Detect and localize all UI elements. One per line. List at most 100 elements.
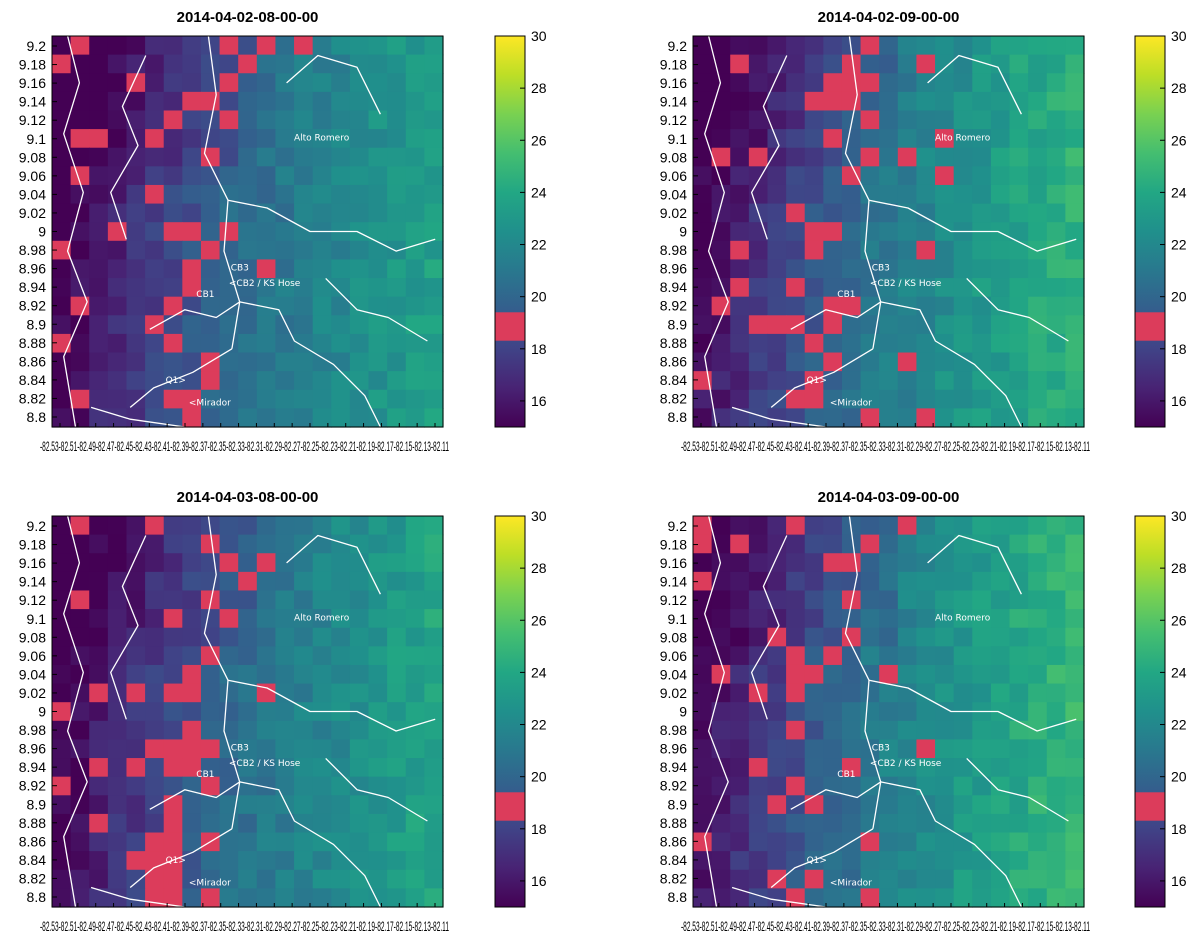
heatmap-cell: [424, 333, 444, 354]
heatmap-cell: [331, 408, 351, 428]
heatmap-cell: [730, 184, 750, 205]
heatmap-cell: [89, 646, 109, 666]
heatmap-cell: [953, 758, 973, 778]
heatmap-cell: [972, 333, 992, 354]
heatmap-cell: [52, 222, 72, 242]
heatmap-cell: [748, 888, 769, 908]
heatmap-cell: [823, 333, 843, 354]
heatmap-cell: [711, 609, 731, 629]
heatmap-cell: [52, 166, 72, 186]
heatmap-cell: [916, 571, 936, 592]
heatmap-cell: [786, 278, 806, 298]
heatmap-cell: [368, 776, 388, 796]
heatmap-cell: [935, 758, 955, 778]
river-line: [149, 301, 241, 330]
heatmap-cell: [1046, 371, 1066, 391]
heatmap-cell: [804, 646, 824, 666]
colorbar-tick-label: 22: [1171, 717, 1187, 733]
heatmap-cell: [1046, 54, 1066, 74]
heatmap-cell: [52, 516, 72, 536]
heatmap-cell: [990, 516, 1011, 536]
heatmap-cell: [953, 110, 973, 130]
heatmap-cell: [405, 129, 425, 149]
heatmap-cell: [935, 720, 955, 741]
heatmap-cell: [897, 36, 918, 56]
heatmap-cell: [953, 720, 973, 741]
heatmap-cell: [730, 408, 750, 428]
heatmap-cell: [990, 36, 1011, 56]
heatmap-cell: [89, 166, 109, 186]
heatmap-cell: [916, 203, 936, 223]
y-tick-label: 8.84: [660, 372, 687, 388]
heatmap-cell: [1028, 278, 1048, 298]
heatmap-cell: [145, 739, 165, 759]
heatmap-cell: [424, 110, 444, 130]
heatmap-cell: [730, 683, 750, 703]
y-tick-label: 8.82: [660, 390, 687, 406]
heatmap-cell: [349, 813, 370, 834]
heatmap-cell: [405, 683, 425, 703]
heatmap-cell: [145, 795, 165, 815]
heatmap-cell: [1046, 590, 1066, 610]
heatmap-cell: [238, 203, 258, 223]
heatmap-cell: [424, 222, 444, 242]
heatmap-cell: [126, 184, 146, 205]
river-line: [325, 757, 428, 822]
heatmap-cell: [126, 534, 146, 554]
y-tick-label: 8.88: [19, 815, 46, 831]
heatmap-cell: [804, 147, 824, 167]
y-tick-label: 9.18: [19, 57, 46, 73]
colorbar-tick-label: 18: [1171, 821, 1187, 837]
heatmap-cell: [312, 683, 332, 703]
heatmap-cell: [275, 110, 295, 130]
heatmap-cell: [1028, 371, 1048, 391]
heatmap-cell: [786, 54, 806, 74]
heatmap-cell: [1065, 571, 1085, 592]
heatmap-cell: [200, 739, 221, 759]
heatmap-cell: [1046, 91, 1066, 112]
heatmap-cell: [256, 129, 277, 149]
heatmap-cell: [368, 851, 388, 871]
heatmap-cell: [312, 720, 332, 741]
heatmap-cell: [349, 627, 370, 647]
heatmap-cell: [312, 571, 332, 592]
heatmap-cell: [52, 553, 72, 573]
heatmap-cell: [219, 54, 239, 74]
heatmap-cell: [238, 222, 258, 242]
heatmap-cell: [387, 36, 407, 56]
y-tick-label: 9.08: [660, 629, 687, 645]
heatmap-cell: [405, 73, 425, 93]
heatmap-cell: [349, 888, 370, 908]
heatmap-cell: [972, 590, 992, 610]
heatmap-cell: [730, 36, 750, 56]
heatmap-cell: [275, 333, 295, 354]
y-tick-label: 9.2: [27, 38, 47, 54]
heatmap-cell: [368, 888, 388, 908]
heatmap-cell: [748, 776, 769, 796]
heatmap-cell: [693, 627, 713, 647]
heatmap-cell: [823, 571, 843, 592]
heatmap-cell: [823, 795, 843, 815]
heatmap-cell: [387, 776, 407, 796]
heatmap-cell: [145, 590, 165, 610]
heatmap-cell: [730, 240, 750, 261]
heatmap-cell: [953, 408, 973, 428]
heatmap-cell: [424, 776, 444, 796]
heatmap-cell: [990, 278, 1011, 298]
heatmap-cell: [70, 129, 90, 149]
heatmap-cell: [200, 371, 221, 391]
heatmap-cell: [693, 240, 713, 261]
heatmap-cell: [275, 664, 295, 685]
heatmap-cell: [786, 758, 806, 778]
place-label: <CB2 / KS Hose: [229, 759, 301, 769]
heatmap-cell: [879, 129, 899, 149]
heatmap-cell: [405, 408, 425, 428]
heatmap-cell: [1065, 73, 1085, 93]
river-line: [790, 781, 882, 810]
heatmap-cell: [1046, 389, 1066, 409]
y-tick-label: 8.94: [19, 279, 46, 295]
heatmap-cell: [275, 147, 295, 167]
place-label: CB1: [196, 290, 214, 300]
heatmap-cell: [711, 664, 731, 685]
